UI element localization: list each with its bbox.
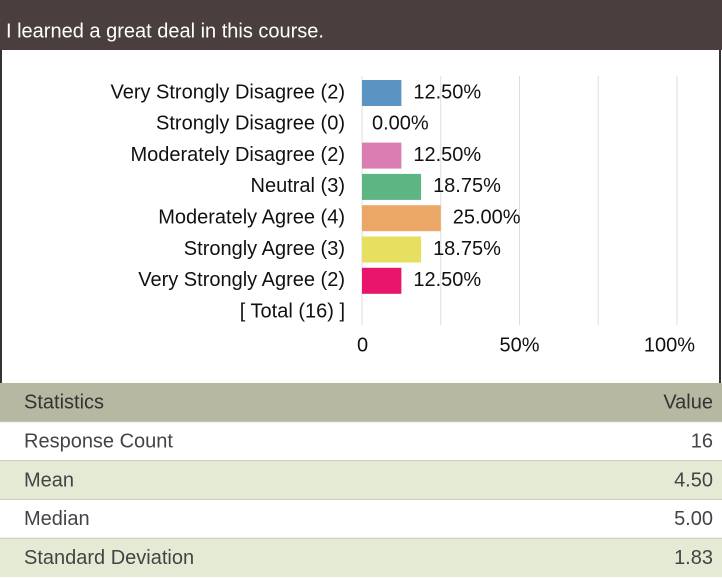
category-label: Moderately Agree (4) <box>158 206 345 228</box>
x-tick-label: 50% <box>499 334 539 356</box>
table-cell: 1.83 <box>674 547 713 569</box>
bar <box>362 205 441 232</box>
table-row-bg <box>0 538 722 577</box>
category-label: Moderately Disagree (2) <box>130 144 345 166</box>
category-label: Very Strongly Disagree (2) <box>110 81 345 103</box>
table-cell: Response Count <box>24 430 173 452</box>
value-label: 12.50% <box>413 81 481 103</box>
bar <box>362 267 402 294</box>
category-label: Strongly Disagree (0) <box>156 113 345 135</box>
table-row-bg <box>0 460 722 500</box>
bar <box>362 80 402 106</box>
category-label: Very Strongly Agree (2) <box>138 269 345 291</box>
chart-title: I learned a great deal in this course. <box>6 20 324 42</box>
bar <box>362 142 402 169</box>
value-label: 0.00% <box>372 113 429 135</box>
category-label: Neutral (3) <box>251 175 345 197</box>
table-cell: Median <box>24 508 90 530</box>
table-cell: 16 <box>691 430 713 452</box>
bar <box>362 173 422 200</box>
value-label: 18.75% <box>433 175 501 197</box>
table-cell: 5.00 <box>674 508 713 530</box>
table-header-cell: Statistics <box>24 392 104 414</box>
table-cell: 4.50 <box>674 469 713 491</box>
value-label: 12.50% <box>413 144 481 166</box>
table-header-bg <box>0 383 722 422</box>
header-bar <box>0 0 722 50</box>
total-label: [ Total (16) ] <box>240 300 345 322</box>
value-label: 12.50% <box>413 269 481 291</box>
table-row-bg <box>0 421 722 461</box>
value-label: 18.75% <box>433 238 501 260</box>
table-cell: Standard Deviation <box>24 547 194 569</box>
category-label: Strongly Agree (3) <box>184 238 345 260</box>
value-label: 25.00% <box>453 206 521 228</box>
x-tick-label: 0 <box>357 334 368 356</box>
bar <box>362 236 422 263</box>
table-cell: Mean <box>24 469 74 491</box>
table-row-bg <box>0 499 722 539</box>
table-header-cell: Value <box>663 392 713 414</box>
x-tick-label: 100% <box>644 334 695 356</box>
